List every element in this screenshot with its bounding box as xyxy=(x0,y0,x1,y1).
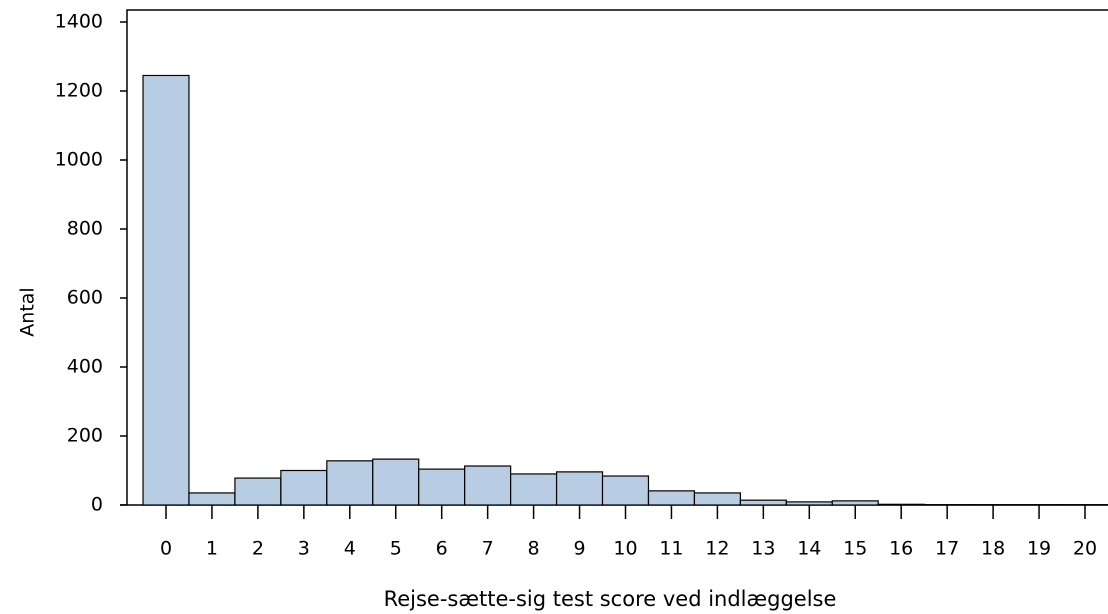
x-tick-label: 19 xyxy=(1027,538,1051,560)
bar xyxy=(831,500,879,506)
bar xyxy=(877,503,925,506)
y-tick-label: 1400 xyxy=(55,11,103,33)
bar xyxy=(647,490,696,506)
x-tick-label: 17 xyxy=(935,538,959,560)
y-axis-label: Antal xyxy=(17,287,39,336)
x-tick-label: 2 xyxy=(252,538,264,560)
bar xyxy=(188,492,236,506)
y-tick-label: 200 xyxy=(67,425,103,447)
x-tick-label: 3 xyxy=(298,538,310,560)
x-tick-label: 1 xyxy=(206,538,218,560)
bar xyxy=(234,477,282,506)
x-tick-label: 20 xyxy=(1073,538,1097,560)
bar xyxy=(739,499,787,506)
bar xyxy=(280,469,328,506)
x-tick-label: 5 xyxy=(390,538,402,560)
bar xyxy=(464,465,512,506)
bar xyxy=(372,458,420,506)
x-tick-label: 8 xyxy=(528,538,540,560)
bar xyxy=(785,501,833,506)
y-tick-label: 0 xyxy=(91,494,103,516)
x-tick-label: 0 xyxy=(160,538,172,560)
y-tick-label: 1000 xyxy=(55,149,103,171)
bar xyxy=(142,74,190,506)
bar xyxy=(555,471,604,506)
x-tick-label: 10 xyxy=(613,538,637,560)
bar xyxy=(693,492,741,506)
x-tick-label: 14 xyxy=(797,538,821,560)
x-tick-label: 4 xyxy=(344,538,356,560)
x-tick-label: 7 xyxy=(482,538,494,560)
x-tick-label: 11 xyxy=(659,538,683,560)
x-tick-label: 15 xyxy=(843,538,867,560)
bar xyxy=(510,473,558,506)
bar xyxy=(601,475,650,506)
bar xyxy=(326,460,374,506)
x-tick-label: 12 xyxy=(705,538,729,560)
x-tick-label: 9 xyxy=(574,538,586,560)
y-tick-label: 600 xyxy=(67,287,103,309)
x-axis-label: Rejse-sætte-sig test score ved indlæggel… xyxy=(384,587,837,611)
x-tick-label: 6 xyxy=(436,538,448,560)
x-tick-label: 18 xyxy=(981,538,1005,560)
y-tick-label: 1200 xyxy=(55,80,103,102)
y-tick-label: 400 xyxy=(67,356,103,378)
x-tick-label: 16 xyxy=(889,538,913,560)
plot-frame xyxy=(126,9,1108,505)
y-tick-label: 800 xyxy=(67,218,103,240)
bar xyxy=(418,468,466,506)
x-tick-label: 13 xyxy=(751,538,775,560)
